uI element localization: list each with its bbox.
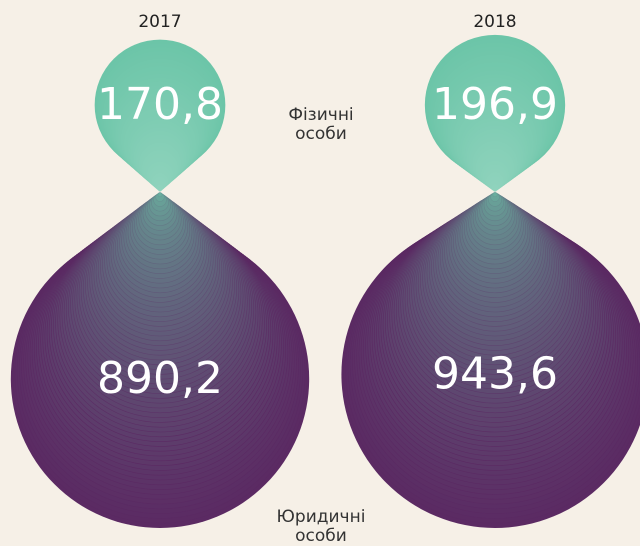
legend-label: Фізичні особи	[288, 105, 354, 144]
ring	[493, 188, 497, 192]
value-label: 170,8	[97, 79, 223, 130]
legend-label: Юридичні особи	[276, 507, 366, 546]
ring	[157, 192, 163, 198]
x-tick-label: 2018	[473, 12, 516, 32]
x-tick-label: 2017	[138, 12, 181, 32]
value-label: 196,9	[432, 79, 558, 130]
ring	[156, 184, 164, 191]
ring	[491, 184, 499, 192]
ring	[492, 192, 498, 198]
ring	[158, 188, 162, 192]
value-label: 890,2	[97, 353, 223, 404]
value-label: 943,6	[432, 348, 558, 399]
